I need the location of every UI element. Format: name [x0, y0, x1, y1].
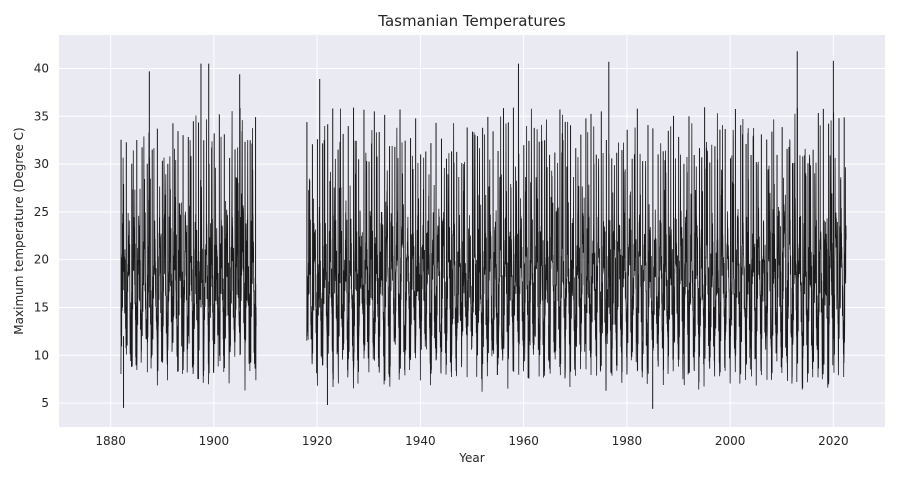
- series-temperature: [120, 51, 847, 409]
- x-tick-label: 1920: [302, 434, 333, 448]
- x-tick-label: 2020: [818, 434, 849, 448]
- y-tick-label: 40: [34, 61, 49, 75]
- x-tick-label: 1900: [199, 434, 230, 448]
- y-tick-label: 15: [34, 300, 49, 314]
- y-tick-label: 10: [34, 348, 49, 362]
- chart-title: Tasmanian Temperatures: [377, 12, 566, 30]
- x-ticks: 1880 1900 1920 1940 1960 1980 2000 2020: [95, 434, 848, 448]
- y-ticks: 5 10 15 20 25 30 35 40: [34, 61, 49, 410]
- x-tick-label: 2000: [715, 434, 746, 448]
- x-tick-label: 1880: [95, 434, 126, 448]
- y-tick-label: 35: [34, 109, 49, 123]
- x-axis-label: Year: [458, 451, 484, 465]
- y-tick-label: 5: [41, 396, 49, 410]
- y-tick-label: 25: [34, 205, 49, 219]
- x-tick-label: 1940: [405, 434, 436, 448]
- y-tick-label: 20: [34, 253, 49, 267]
- x-tick-label: 1980: [612, 434, 643, 448]
- series-line-segment: [306, 108, 847, 392]
- y-tick-label: 30: [34, 157, 49, 171]
- y-axis-label: Maximum temperature (Degree C): [12, 127, 26, 334]
- x-tick-label: 1960: [508, 434, 539, 448]
